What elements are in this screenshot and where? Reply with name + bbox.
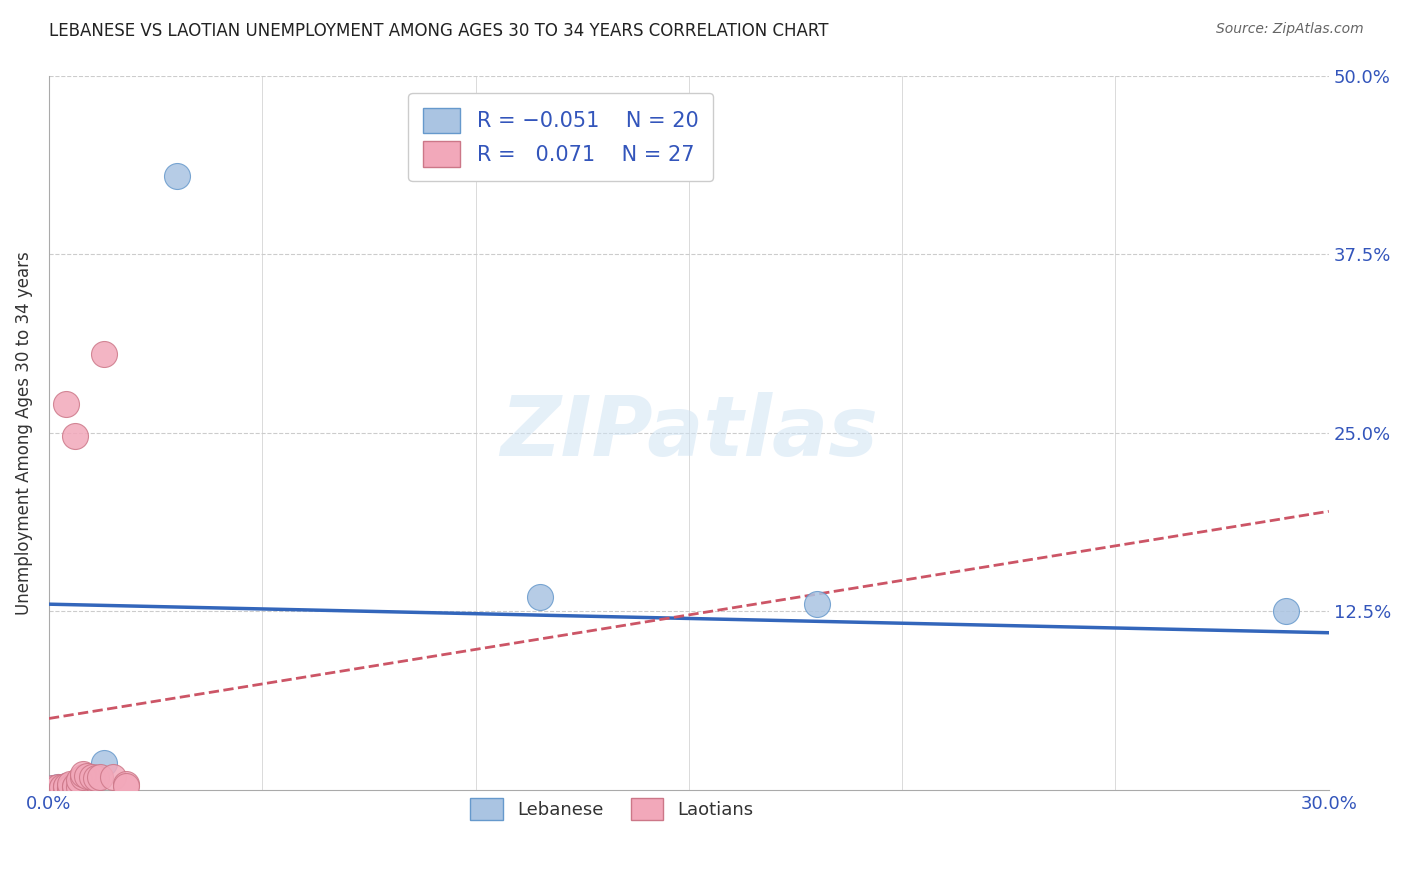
Point	[63, 779, 86, 793]
Point	[67, 772, 90, 787]
Point	[93, 756, 115, 770]
Point	[63, 428, 86, 442]
Point	[76, 769, 98, 783]
Point	[46, 780, 69, 794]
Point	[55, 397, 77, 411]
Point	[59, 780, 82, 794]
Point	[59, 779, 82, 793]
Point	[42, 781, 65, 796]
Point	[84, 770, 107, 784]
Point	[1275, 604, 1298, 618]
Point	[806, 597, 828, 611]
Point	[101, 770, 124, 784]
Text: Source: ZipAtlas.com: Source: ZipAtlas.com	[1216, 22, 1364, 37]
Point	[42, 781, 65, 796]
Point	[67, 779, 90, 793]
Point	[166, 169, 188, 183]
Point	[51, 780, 73, 794]
Point	[55, 779, 77, 793]
Point	[529, 590, 551, 604]
Point	[72, 770, 94, 784]
Point	[51, 780, 73, 794]
Text: ZIPatlas: ZIPatlas	[501, 392, 877, 474]
Point	[114, 779, 136, 793]
Point	[67, 780, 90, 794]
Point	[55, 780, 77, 794]
Point	[46, 780, 69, 794]
Y-axis label: Unemployment Among Ages 30 to 34 years: Unemployment Among Ages 30 to 34 years	[15, 251, 32, 615]
Point	[55, 780, 77, 794]
Point	[63, 780, 86, 794]
Point	[59, 780, 82, 794]
Point	[51, 781, 73, 796]
Point	[59, 777, 82, 791]
Point	[72, 767, 94, 781]
Point	[55, 781, 77, 796]
Point	[80, 770, 103, 784]
Point	[89, 770, 111, 784]
Point	[55, 779, 77, 793]
Point	[76, 777, 98, 791]
Point	[46, 781, 69, 796]
Point	[63, 780, 86, 794]
Point	[93, 347, 115, 361]
Point	[51, 781, 73, 796]
Point	[114, 777, 136, 791]
Point	[46, 781, 69, 796]
Point	[84, 772, 107, 786]
Point	[72, 777, 94, 791]
Point	[59, 781, 82, 796]
Text: LEBANESE VS LAOTIAN UNEMPLOYMENT AMONG AGES 30 TO 34 YEARS CORRELATION CHART: LEBANESE VS LAOTIAN UNEMPLOYMENT AMONG A…	[49, 22, 828, 40]
Point	[80, 774, 103, 789]
Legend: Lebanese, Laotians: Lebanese, Laotians	[456, 783, 768, 835]
